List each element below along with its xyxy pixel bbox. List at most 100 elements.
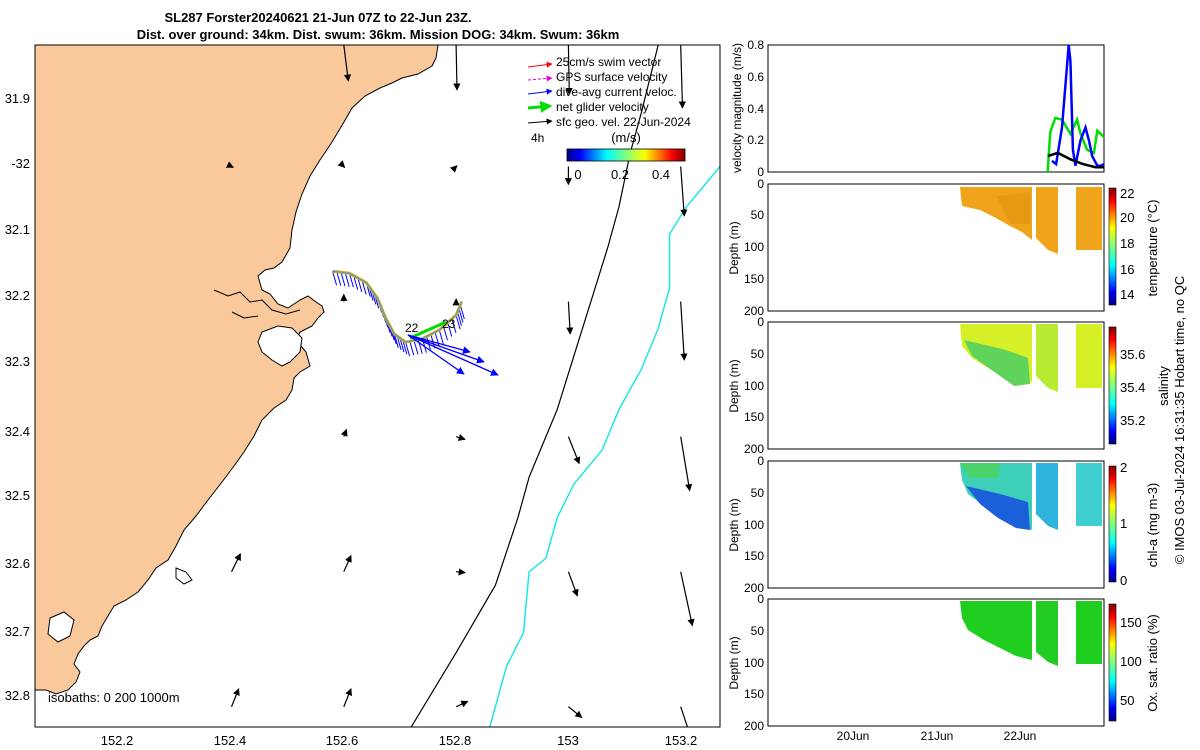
geo-velocity-arrow xyxy=(343,554,352,572)
map-y-ticks: 31.9 -32 32.1 32.2 32.3 32.4 32.5 32.6 3… xyxy=(5,91,30,703)
salinity-section-fill-3 xyxy=(1076,324,1102,388)
geo-velocity-arrow xyxy=(455,434,466,441)
temperature-ytick: 200 xyxy=(744,304,764,318)
legend-dive-label: dive-avg current veloc. xyxy=(556,85,677,99)
salinity-section-low xyxy=(964,340,1030,386)
geo-velocity-arrow xyxy=(343,688,352,707)
map-y-tick: 32.8 xyxy=(5,688,30,703)
geo-velocity-arrow xyxy=(230,553,242,572)
oxygen-section-fill-3 xyxy=(1076,601,1102,664)
temperature-cbar-tick: 18 xyxy=(1120,236,1134,251)
chl-a-ytick: 50 xyxy=(751,486,765,500)
chl-a-panel: 0 50 100 150 200 Depth (m) 0 1 2 chl-a (… xyxy=(727,454,1160,595)
geo-velocity-arrow xyxy=(568,706,583,719)
map-y-tick: 32.5 xyxy=(5,488,30,503)
velocity-series-line xyxy=(1051,44,1105,167)
legend-net-arrow xyxy=(527,100,553,113)
geo-velocity-arrow xyxy=(343,45,352,82)
geo-velocity-arrow xyxy=(680,571,695,627)
salinity-ytick: 0 xyxy=(757,315,764,329)
oxygen-section-fill-2 xyxy=(1036,601,1058,666)
dive-avg-current-arrow xyxy=(442,326,448,341)
velocity-panel: 0 0.2 0.4 0.6 0.8 velocity magnitude (m/… xyxy=(730,38,1105,179)
map-y-tick: 32.6 xyxy=(5,556,30,571)
oxygen-ytick: 100 xyxy=(744,656,764,670)
temperature-ytick: 0 xyxy=(757,177,764,191)
velocity-ytick: 0.8 xyxy=(747,38,764,52)
geo-velocity-arrow xyxy=(456,568,466,576)
legend-net-label: net glider velocity xyxy=(556,100,649,114)
map-y-tick: 32.3 xyxy=(5,354,30,369)
geo-velocity-arrow xyxy=(680,166,688,217)
oxygen-ylabel: Depth (m) xyxy=(727,636,741,689)
oxygen-ytick: 200 xyxy=(744,719,764,733)
temperature-ylabel: Depth (m) xyxy=(727,221,741,274)
dive-avg-current-arrow xyxy=(340,272,346,287)
map-x-tick: 152.2 xyxy=(101,733,134,748)
chl-a-section-high xyxy=(960,463,1000,478)
oxygen-cbar-tick: 150 xyxy=(1120,615,1142,630)
geo-velocity-arrow xyxy=(567,436,581,465)
map-x-ticks: 152.2 152.4 152.6 152.8 153 153.2 xyxy=(101,733,698,748)
oxygen-xtick: 22Jun xyxy=(1004,729,1037,743)
legend-gps-label: GPS surface velocity xyxy=(556,70,667,84)
map-y-tick: 32.7 xyxy=(5,624,30,639)
legend-swim-label: 25cm/s swim vector xyxy=(556,55,661,69)
velocity-ytick: 0.6 xyxy=(747,70,764,84)
legend-swim-arrow xyxy=(527,61,553,68)
map-legend[interactable]: 25cm/s swim vector GPS surface velocity … xyxy=(527,55,691,182)
chl-a-colorbar xyxy=(1108,465,1117,583)
track-label-23: 23 xyxy=(442,317,456,331)
oxygen-ytick: 150 xyxy=(744,687,764,701)
dive-avg-current-arrow xyxy=(402,339,408,355)
geo-velocity-arrow xyxy=(680,436,693,492)
map-x-tick: 153 xyxy=(557,733,579,748)
dive-avg-current-arrow xyxy=(451,318,457,333)
dive-avg-current-arrow xyxy=(353,275,359,290)
geo-velocity-arrow xyxy=(455,700,469,708)
salinity-ytick: 50 xyxy=(751,347,765,361)
colorbar-tick: 0 xyxy=(574,167,581,182)
oxygen-section-fill xyxy=(960,601,1032,660)
dive-avg-current-arrow xyxy=(413,340,419,355)
land xyxy=(35,45,439,695)
salinity-cbar-tick: 35.4 xyxy=(1120,380,1145,395)
map-panel: 22 23 152.2 152.4 152.6 152.8 153 153.2 … xyxy=(5,44,721,748)
track-big-arrow-1 xyxy=(407,334,499,376)
dive-avg-current-arrow xyxy=(459,304,465,320)
chl-a-ytick: 200 xyxy=(744,581,764,595)
chl-a-ytick: 150 xyxy=(744,549,764,563)
legend-dive-arrow xyxy=(527,88,553,95)
velocity-series xyxy=(1046,44,1105,173)
chl-a-cbar-tick: 1 xyxy=(1120,516,1127,531)
track-big-arrow-4 xyxy=(407,334,465,375)
dive-avg-current-arrow xyxy=(344,272,350,287)
salinity-cbar-tick: 35.6 xyxy=(1120,347,1145,362)
legend-gps-arrow xyxy=(527,75,553,82)
geo-velocity-arrow xyxy=(453,45,461,91)
dive-avg-current-arrow xyxy=(357,277,363,293)
geo-velocity-arrow xyxy=(566,301,574,335)
velocity-ytick: 0 xyxy=(757,165,764,179)
temperature-section-fill-2 xyxy=(1036,187,1058,254)
dive-avg-current-arrow xyxy=(336,271,342,286)
dive-avg-current-arrow xyxy=(447,322,453,337)
geo-velocity-arrow xyxy=(565,45,573,96)
salinity-colorbar xyxy=(1108,326,1117,445)
temperature-ytick: 150 xyxy=(744,272,764,286)
track-big-arrow-2 xyxy=(407,334,485,364)
temperature-panel: 0 50 100 150 200 Depth (m) 14 16 18 20 2… xyxy=(727,177,1160,318)
oxygen-cbar-tick: 100 xyxy=(1120,654,1142,669)
map-x-tick: 153.2 xyxy=(665,733,698,748)
legend-geo-label: sfc geo. vel. 22-Jun-2024 xyxy=(556,115,691,129)
velocity-ytick: 0.2 xyxy=(747,133,764,147)
velocity-ytick: 0.4 xyxy=(747,102,764,116)
salinity-ylabel: Depth (m) xyxy=(727,359,741,412)
oxygen-cbar-label: Ox. sat. ratio (%) xyxy=(1145,614,1160,712)
salinity-cbar-label: salinity xyxy=(1156,366,1171,406)
track-label-22: 22 xyxy=(405,321,419,335)
chl-a-cbar-label: chl-a (mg m-3) xyxy=(1145,483,1160,568)
salinity-panel: 0 50 100 150 200 Depth (m) 35.2 35.4 35.… xyxy=(727,315,1171,456)
chl-a-ylabel: Depth (m) xyxy=(727,498,741,551)
geo-velocity-arrow xyxy=(449,165,458,173)
